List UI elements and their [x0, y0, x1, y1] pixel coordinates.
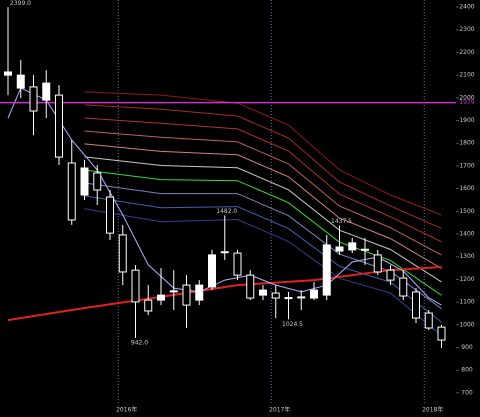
band-line	[84, 208, 442, 336]
y-tick-label: 2000	[459, 94, 474, 101]
candle-body	[195, 284, 204, 301]
y-tick-label: 900	[461, 344, 473, 351]
y-tick-label: 1200	[459, 276, 474, 283]
y-tick-label: 2200	[459, 49, 474, 56]
y-tick-label: 800	[461, 367, 473, 374]
y-tick-label: 1900	[459, 117, 474, 124]
candle-body	[208, 254, 216, 288]
low-label: 1024.5	[282, 321, 303, 328]
candle-body	[169, 290, 178, 293]
candle-body	[412, 291, 420, 319]
band-line	[84, 91, 442, 216]
band-line	[84, 130, 442, 256]
candle-body	[310, 289, 318, 299]
y-tick-label: 1400	[459, 231, 474, 238]
high-label: 1482.0	[216, 208, 237, 215]
candle-body	[424, 312, 433, 329]
y-tick-label: 1700	[459, 162, 474, 169]
y-tick-label: 1500	[459, 208, 474, 215]
candle-body	[399, 277, 408, 297]
y-tick-label: 1600	[459, 185, 474, 192]
candle-body	[118, 234, 127, 273]
candle-body	[233, 252, 242, 276]
candle-body	[182, 284, 191, 306]
candle-body	[361, 248, 369, 251]
low-label: 942.0	[131, 340, 148, 347]
candle-body	[386, 269, 395, 281]
candle-body	[16, 74, 25, 89]
y-tick-label: 1100	[459, 299, 474, 306]
candle-body	[67, 162, 76, 221]
candle-body	[93, 172, 102, 191]
band-line	[84, 169, 442, 296]
candle-body	[220, 251, 229, 254]
y-tick-label: 2100	[459, 72, 474, 79]
y-tick-label: 700	[461, 389, 473, 396]
y-tick-label: 1000	[459, 321, 474, 328]
candle-body	[42, 82, 51, 101]
candle-body	[335, 246, 344, 252]
candle-body	[157, 294, 165, 301]
x-tick-label: 2017年	[269, 406, 290, 414]
candle-body	[55, 94, 63, 158]
y-tick-label: 2400	[459, 4, 474, 11]
candle-body	[144, 299, 153, 312]
y-tick-label: 2300	[459, 26, 474, 33]
candle-body	[29, 86, 38, 112]
x-tick-label: 2018年	[422, 406, 443, 414]
candle-body	[131, 269, 140, 303]
reference-label: 1979	[459, 99, 474, 106]
y-tick-label: 1800	[459, 140, 474, 147]
candle-body	[4, 71, 12, 76]
candle-body	[271, 292, 280, 299]
high-label: 2399.0	[10, 0, 31, 7]
band-line	[84, 117, 442, 243]
high-label: 1437.5	[331, 218, 352, 225]
candle-body	[246, 274, 255, 299]
x-tick-label: 2016年	[116, 406, 137, 414]
y-tick-label: 1300	[459, 253, 474, 260]
candle-body	[80, 167, 89, 196]
band-line	[84, 143, 442, 269]
candle-body	[322, 244, 331, 296]
band-line	[84, 104, 442, 229]
candle-body	[348, 242, 357, 251]
candle-body	[259, 289, 267, 296]
candle-body	[106, 196, 114, 234]
candle-body	[284, 297, 293, 300]
candle-body	[437, 326, 446, 341]
band-line	[84, 156, 442, 283]
candle-body	[297, 296, 306, 299]
candle-body	[373, 254, 382, 273]
